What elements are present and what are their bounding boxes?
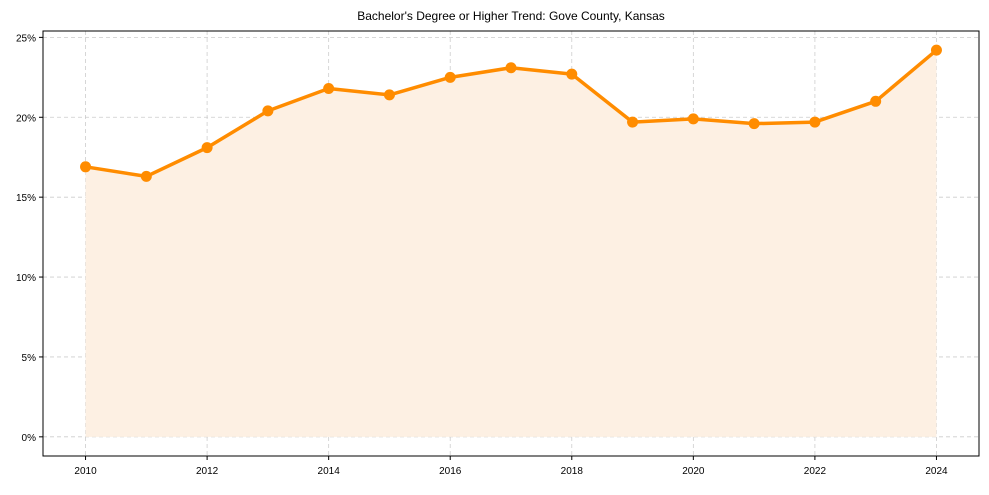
data-point bbox=[809, 116, 821, 128]
y-axis: 0% 5% 10% 15% 20% 25% bbox=[16, 33, 43, 444]
series-points bbox=[80, 44, 942, 182]
x-tick-label: 2020 bbox=[682, 466, 705, 477]
y-tick-label: 25% bbox=[16, 33, 36, 44]
data-point bbox=[262, 105, 274, 117]
y-tick-label: 5% bbox=[22, 353, 37, 364]
data-point bbox=[930, 44, 942, 56]
data-point bbox=[140, 170, 152, 182]
data-point bbox=[505, 62, 517, 74]
data-point bbox=[748, 118, 760, 130]
x-tick-label: 2018 bbox=[561, 466, 584, 477]
data-point bbox=[201, 142, 213, 154]
data-point bbox=[80, 161, 92, 173]
x-tick-label: 2016 bbox=[439, 466, 462, 477]
x-tick-label: 2022 bbox=[804, 466, 827, 477]
y-tick-label: 10% bbox=[16, 273, 36, 284]
y-tick-label: 0% bbox=[22, 433, 37, 444]
x-tick-label: 2014 bbox=[318, 466, 341, 477]
data-point bbox=[687, 113, 699, 125]
data-point bbox=[383, 89, 395, 101]
area-fill bbox=[85, 50, 937, 437]
x-tick-label: 2012 bbox=[196, 466, 219, 477]
data-point bbox=[323, 83, 335, 95]
plot-frame bbox=[42, 30, 980, 457]
data-point bbox=[627, 116, 639, 128]
x-tick-label: 2010 bbox=[74, 466, 97, 477]
area-fill-path bbox=[85, 50, 937, 437]
data-point bbox=[444, 71, 456, 83]
y-tick-label: 20% bbox=[16, 113, 36, 124]
x-tick-label: 2024 bbox=[925, 466, 948, 477]
x-axis: 2010 2012 2014 2016 2018 2020 2022 2024 bbox=[74, 456, 948, 477]
chart-title: Bachelor's Degree or Higher Trend: Gove … bbox=[357, 9, 665, 23]
y-tick-label: 15% bbox=[16, 193, 36, 204]
data-point bbox=[566, 68, 578, 80]
data-point bbox=[870, 95, 882, 107]
